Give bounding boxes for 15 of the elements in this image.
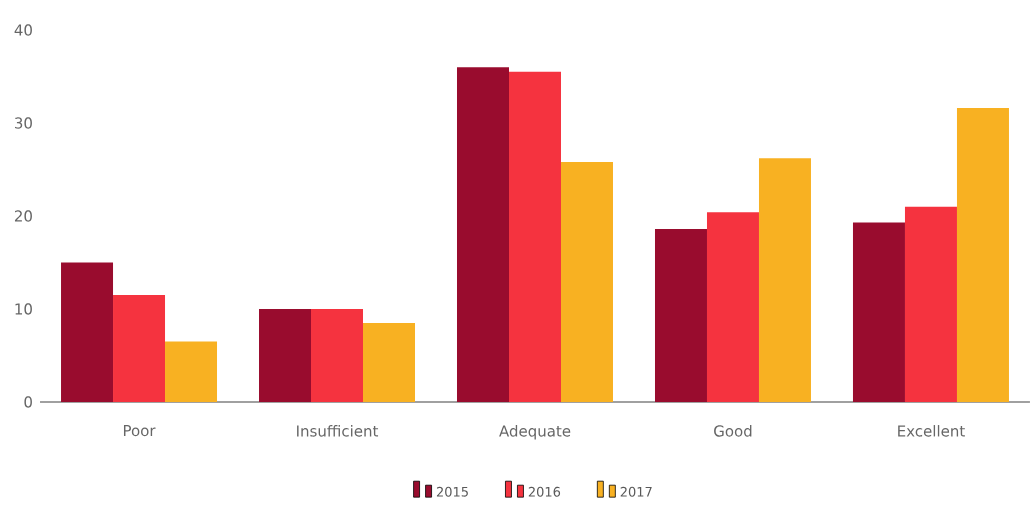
bar <box>654 229 707 402</box>
bar <box>457 67 509 402</box>
bar <box>165 341 218 402</box>
bar <box>904 206 957 402</box>
bar <box>61 262 114 402</box>
bar <box>758 158 811 402</box>
bar <box>852 222 905 402</box>
bar <box>706 212 759 402</box>
bar <box>113 295 166 402</box>
bar <box>259 308 312 402</box>
bar <box>509 71 561 402</box>
bar <box>363 322 416 402</box>
bar <box>311 308 363 402</box>
bar <box>956 108 1009 402</box>
bar <box>561 162 613 402</box>
